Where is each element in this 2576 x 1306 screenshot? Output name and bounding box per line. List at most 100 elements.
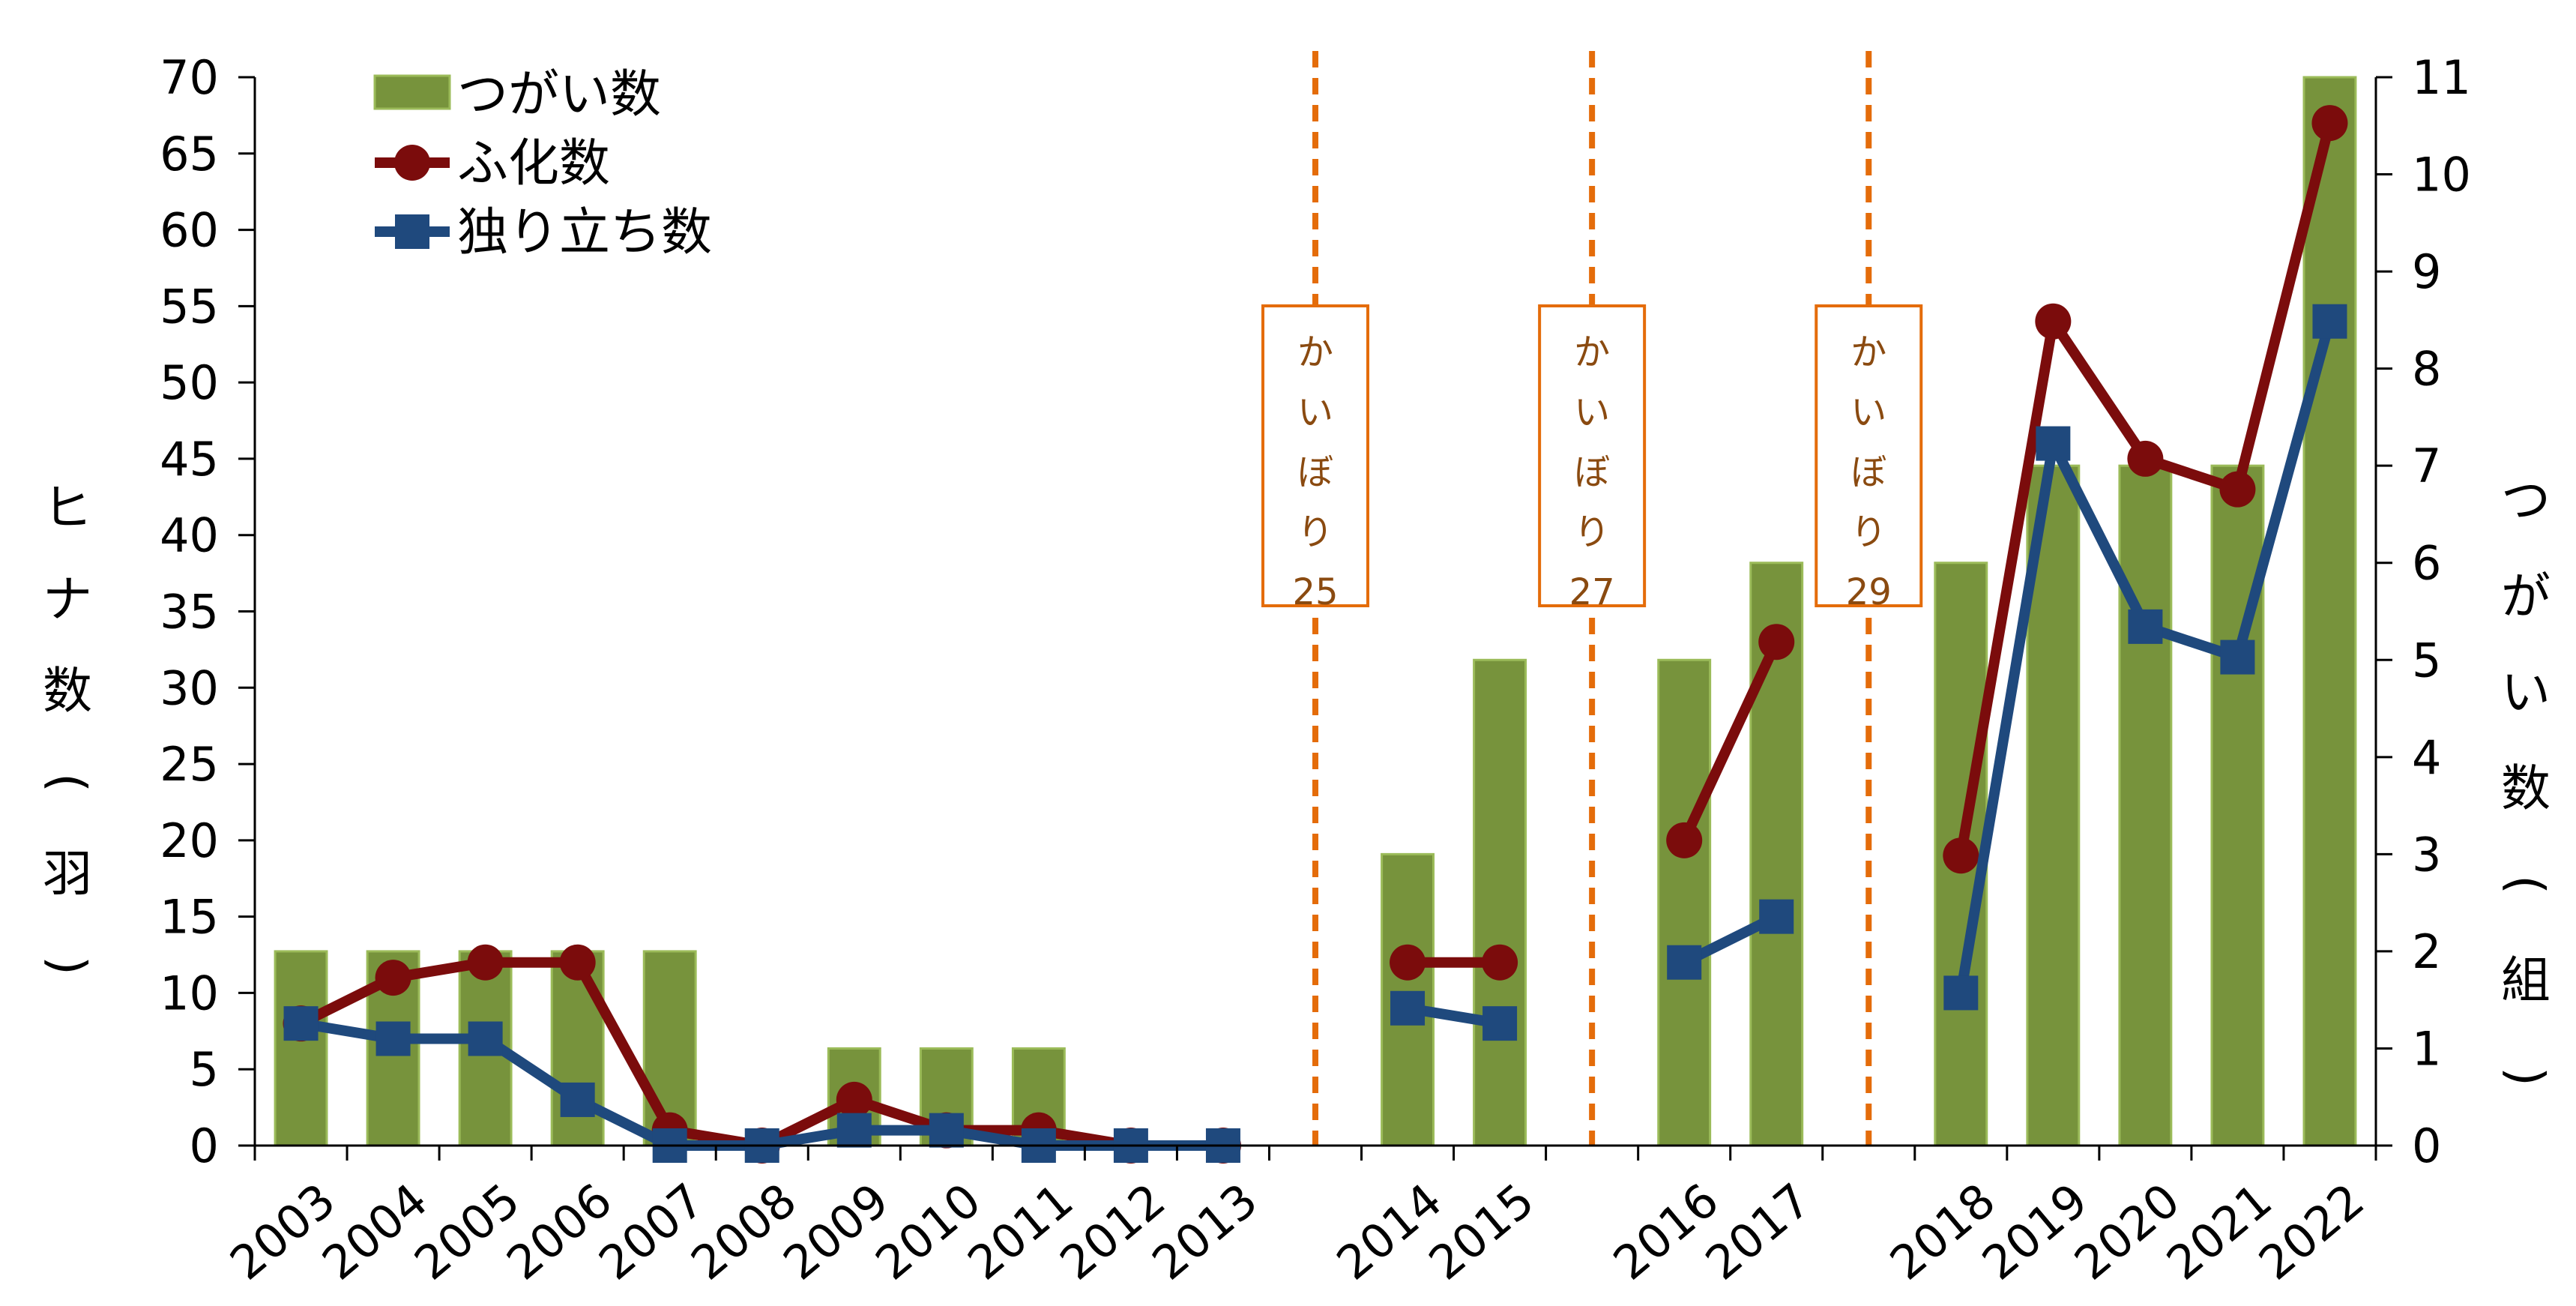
- fledge-point: [468, 1021, 503, 1056]
- left-tick-label: 60: [160, 203, 219, 258]
- event-label: ぼ: [1574, 451, 1610, 493]
- hatch-point: [836, 1081, 872, 1118]
- left-tick-label: 15: [160, 890, 219, 945]
- x-tick-label: 2018: [1880, 1173, 2006, 1290]
- x-tick-label: 2019: [1972, 1173, 2098, 1290]
- fledge-point: [2036, 426, 2071, 461]
- legend-swatch: [373, 74, 451, 110]
- event-label: か: [1574, 331, 1610, 373]
- x-tick-label: 2012: [1050, 1173, 1176, 1290]
- left-tick-label: 65: [160, 127, 219, 181]
- fledge-point: [1667, 945, 1702, 980]
- fledge-point: [1482, 1006, 1518, 1041]
- hatch-point: [1482, 944, 1518, 981]
- right-tick-label: 7: [2412, 439, 2441, 493]
- fledge-point: [929, 1113, 964, 1148]
- right-axis-label: つがい数 (組): [2497, 472, 2555, 1086]
- x-tick-label: 2021: [2156, 1173, 2282, 1290]
- hatch-point: [1943, 837, 1979, 874]
- right-tick-label: 0: [2412, 1119, 2441, 1173]
- pair-bar: [2210, 464, 2265, 1147]
- left-tick-label: 55: [160, 279, 219, 334]
- left-tick-label: 0: [190, 1119, 219, 1173]
- axis-label-char: が: [2501, 568, 2551, 625]
- left-tick-label: 70: [160, 50, 219, 105]
- right-tick-label: 9: [2412, 244, 2441, 299]
- x-tick-label: 2011: [958, 1173, 1084, 1290]
- right-tick-label: 1: [2412, 1021, 2441, 1076]
- hatch-point: [2219, 471, 2256, 508]
- left-tick-label: 10: [160, 966, 219, 1020]
- hatch-point: [559, 944, 596, 981]
- right-tick-label: 6: [2412, 536, 2441, 591]
- hatch-line: [298, 957, 1223, 1151]
- event-box: [1815, 304, 1923, 607]
- axis-label-char: ヒ: [43, 479, 92, 537]
- pair-bar: [1749, 562, 1804, 1147]
- right-tick-label: 2: [2412, 924, 2441, 979]
- left-axis-label: ヒナ数 (羽): [39, 479, 97, 975]
- event-label: ぼ: [1850, 451, 1886, 493]
- hatch-point: [1666, 822, 1703, 858]
- fledge-point: [2128, 609, 2163, 644]
- fledge-point: [283, 1006, 319, 1041]
- hatch-point: [1758, 624, 1795, 660]
- hatch-point: [375, 960, 411, 996]
- fledge-point: [1390, 990, 1426, 1026]
- x-tick-label: 2007: [588, 1173, 714, 1290]
- legend-label: ふ化数: [457, 134, 610, 193]
- pair-bar: [2302, 76, 2357, 1147]
- event-label: い: [1850, 391, 1886, 433]
- left-tick-label: 25: [160, 737, 219, 792]
- event-label: い: [1297, 391, 1333, 433]
- fledge-point: [560, 1082, 595, 1117]
- left-tick-label: 45: [160, 432, 219, 487]
- hatch-point: [2127, 440, 2164, 477]
- x-tick-label: 2003: [220, 1173, 346, 1290]
- hatch-line: [1679, 640, 1782, 843]
- x-tick-label: 2006: [496, 1173, 622, 1290]
- axis-label-char: 数: [2501, 759, 2551, 817]
- hatch-point: [1390, 944, 1426, 981]
- x-tick-label: 2017: [1695, 1173, 1821, 1290]
- x-tick-label: 2015: [1419, 1173, 1545, 1290]
- axis-label-char: (: [2497, 875, 2555, 894]
- x-tick-label: 2014: [1327, 1173, 1453, 1290]
- x-tick-label: 2022: [2248, 1173, 2374, 1290]
- left-tick-label: 30: [160, 660, 219, 715]
- right-tick-label: 8: [2412, 342, 2441, 397]
- axis-label-char: い: [2501, 663, 2551, 721]
- right-tick-label: 3: [2412, 827, 2441, 882]
- event-label: り: [1297, 511, 1333, 553]
- legend-marker: [395, 214, 429, 249]
- left-tick-label: 40: [160, 508, 219, 563]
- axis-label-char: 数: [43, 662, 92, 720]
- event-label: 25: [1292, 571, 1338, 613]
- x-tick-label: 2010: [865, 1173, 991, 1290]
- event-label: か: [1850, 331, 1886, 373]
- legend-marker: [394, 145, 430, 181]
- fledge-point: [2220, 640, 2255, 675]
- axis-label-char: 組: [2501, 951, 2551, 1009]
- hatch-point: [2311, 105, 2348, 142]
- event-label: り: [1850, 511, 1886, 553]
- event-label: ぼ: [1297, 451, 1333, 493]
- hatch-point: [467, 944, 504, 981]
- event-label: 29: [1846, 571, 1892, 613]
- fledge-line: [300, 1018, 1223, 1151]
- pair-bar: [1657, 658, 1712, 1147]
- axis-label-char: (: [39, 773, 97, 792]
- pair-bar: [2118, 464, 2173, 1147]
- right-tick-label: 10: [2412, 148, 2471, 202]
- x-tick-label: 2009: [773, 1173, 899, 1290]
- left-tick-label: 5: [190, 1042, 219, 1097]
- right-tick-label: 11: [2412, 50, 2471, 105]
- legend-label: 独り立ち数: [457, 203, 712, 262]
- right-tick-label: 5: [2412, 633, 2441, 687]
- x-tick-label: 2005: [404, 1173, 530, 1290]
- pair-bar: [1473, 658, 1527, 1147]
- legend-label: つがい数: [457, 65, 661, 124]
- axis-label-char: ナ: [43, 571, 92, 628]
